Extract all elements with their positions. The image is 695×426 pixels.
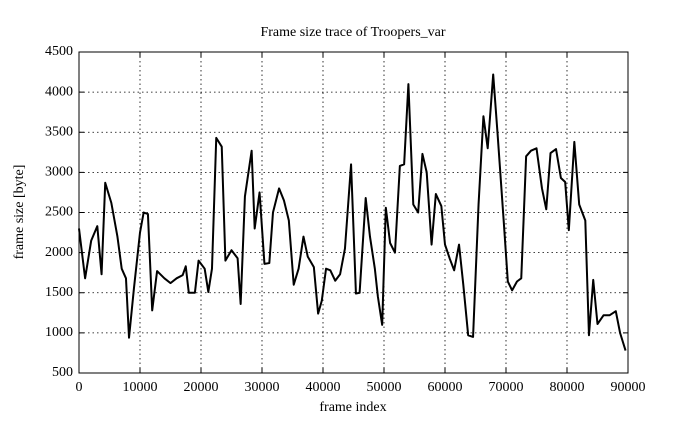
y-tick-label: 3000: [45, 165, 73, 180]
x-axis-label: frame index: [319, 400, 386, 415]
y-tick-label: 4500: [45, 44, 73, 59]
y-tick-label: 2000: [45, 245, 73, 260]
x-tick-label: 0: [76, 380, 83, 395]
x-tick-label: 80000: [550, 380, 585, 395]
x-tick-label: 90000: [611, 380, 646, 395]
y-tick-label: 4000: [45, 84, 73, 99]
x-tick-label: 10000: [123, 380, 158, 395]
x-tick-label: 50000: [367, 380, 402, 395]
data-line: [78, 73, 627, 351]
y-axis-label: frame size [byte]: [12, 165, 27, 260]
y-tick-label: 2500: [45, 205, 73, 220]
x-tick-label: 40000: [306, 380, 341, 395]
y-tick-label: 500: [52, 365, 73, 380]
x-tick-label: 30000: [245, 380, 280, 395]
y-tick-label: 3500: [45, 124, 73, 139]
y-tick-label: 1000: [45, 325, 73, 340]
x-tick-label: 60000: [428, 380, 463, 395]
chart-title: Frame size trace of Troopers_var: [260, 25, 445, 40]
x-tick-label: 20000: [184, 380, 219, 395]
y-tick-label: 1500: [45, 285, 73, 300]
x-tick-label: 70000: [489, 380, 524, 395]
